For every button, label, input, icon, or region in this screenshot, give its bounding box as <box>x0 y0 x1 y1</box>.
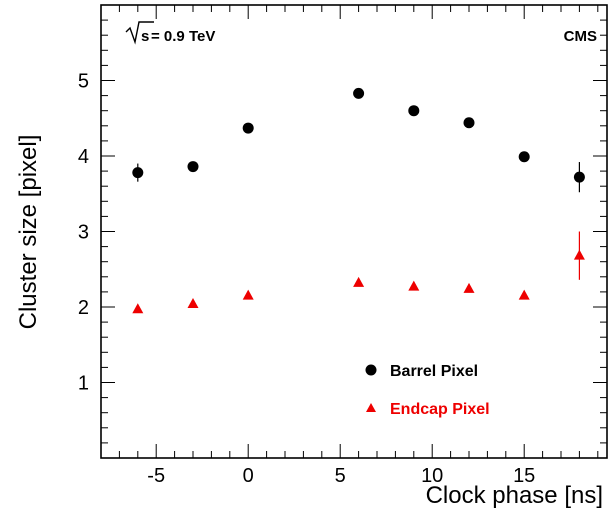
endcap-point <box>353 276 365 287</box>
barrel-point <box>353 87 365 99</box>
endcap-point <box>132 303 144 314</box>
x-tick-label: 15 <box>513 465 535 487</box>
x-tick-label: 0 <box>243 465 254 487</box>
y-tick-label: 1 <box>78 373 89 395</box>
endcap-point <box>242 289 254 300</box>
legend-endcap-label: Endcap Pixel <box>390 401 490 418</box>
energy-value: = 0.9 TeV <box>151 28 215 45</box>
x-tick-label: -5 <box>147 465 165 487</box>
endcap-point <box>408 280 420 291</box>
legend: Barrel Pixel Endcap Pixel <box>365 363 490 418</box>
endcap-point <box>573 249 585 260</box>
x-tick-label: 5 <box>335 465 346 487</box>
legend-endcap-marker <box>366 403 376 412</box>
y-tick-label: 5 <box>78 71 89 93</box>
endcap-point <box>463 282 475 293</box>
plot-frame <box>100 4 608 459</box>
endcap-point <box>518 289 530 300</box>
data-marks <box>132 87 585 314</box>
tick-marks <box>100 5 607 458</box>
x-tick-labels: -5 0 5 10 15 <box>147 465 535 487</box>
barrel-point <box>242 122 254 134</box>
y-tick-label: 2 <box>78 297 89 319</box>
barrel-point <box>573 171 585 183</box>
y-axis-title: Cluster size [pixel] <box>15 135 42 330</box>
x-tick-label: 10 <box>421 465 443 487</box>
barrel-point <box>518 151 530 163</box>
legend-barrel-marker <box>365 364 377 376</box>
barrel-point <box>187 161 199 173</box>
x-axis-title: Clock phase [ns] <box>426 482 603 509</box>
y-tick-labels: 1 2 3 4 5 <box>78 71 89 395</box>
barrel-point <box>408 105 420 117</box>
endcap-point <box>187 297 199 308</box>
barrel-point <box>463 117 475 129</box>
experiment-label: CMS <box>564 28 597 45</box>
y-tick-label: 3 <box>78 222 89 244</box>
energy-annotation: s = 0.9 TeV <box>125 21 215 45</box>
barrel-point <box>132 167 144 179</box>
sqrt-sign <box>125 21 154 45</box>
y-tick-label: 4 <box>78 146 89 168</box>
legend-barrel-label: Barrel Pixel <box>390 363 478 380</box>
energy-sqrt-symbol: s <box>141 28 149 45</box>
